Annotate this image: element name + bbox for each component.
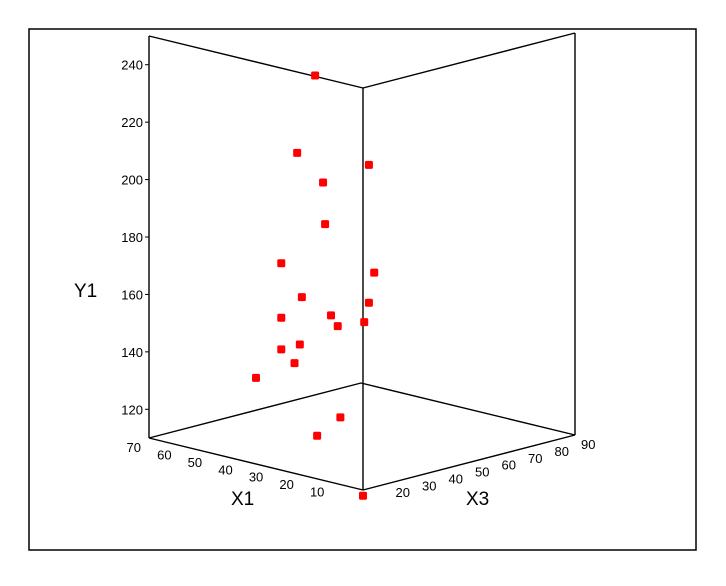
outer-border xyxy=(28,28,697,551)
data-point xyxy=(319,178,328,187)
data-point xyxy=(277,313,286,322)
data-points xyxy=(252,71,379,500)
data-point xyxy=(313,431,322,440)
data-point xyxy=(293,148,302,157)
data-point xyxy=(370,268,379,277)
data-point xyxy=(297,293,306,302)
z-tick-label: 80 xyxy=(555,444,569,459)
edge-top-right xyxy=(362,32,576,89)
data-point xyxy=(295,340,304,349)
z-tick-label: 70 xyxy=(528,451,542,466)
z-tick-label: 40 xyxy=(449,471,463,486)
edge-bottom-left xyxy=(148,382,362,439)
edge-top-left xyxy=(148,35,364,89)
x-tick-label: 10 xyxy=(310,485,324,500)
x-tick-label: 30 xyxy=(249,470,263,485)
x-tick-label: 50 xyxy=(188,455,202,470)
data-point xyxy=(277,259,286,268)
edge-origin-x3 xyxy=(362,434,576,491)
x-tick-label: 40 xyxy=(218,462,232,477)
z-tick-label: 50 xyxy=(475,465,489,480)
y-tick-label: 180 xyxy=(121,230,143,245)
tick-labels: 120 140 160 180 200 220 240 10 20 30 40 50 60 70 20 30 4… xyxy=(121,58,595,500)
x-tick-label: 60 xyxy=(157,447,171,462)
data-point xyxy=(336,413,345,422)
data-point xyxy=(364,298,373,307)
y-tick-label: 200 xyxy=(121,173,143,188)
y-axis-title: Y1 xyxy=(74,281,97,302)
y-tick-label: 160 xyxy=(121,287,143,302)
x-tick-label: 20 xyxy=(279,477,293,492)
z-tick-label: 90 xyxy=(581,437,595,452)
z-tick-label: 30 xyxy=(422,478,436,493)
data-point xyxy=(360,318,369,327)
data-point xyxy=(359,491,367,500)
data-point xyxy=(290,359,299,368)
z-tick-label: 60 xyxy=(502,458,516,473)
axis-titles: Y1 X1 X3 xyxy=(74,281,489,510)
data-point xyxy=(333,322,342,331)
y-tick-label: 240 xyxy=(121,58,143,73)
x-axis-title: X1 xyxy=(231,489,254,510)
data-point xyxy=(277,345,286,354)
data-point xyxy=(364,160,373,169)
z-tick-label: 20 xyxy=(396,485,410,500)
box-frame xyxy=(148,32,576,491)
y-tick-label: 120 xyxy=(121,402,143,417)
edge-bottom-right xyxy=(360,382,576,436)
data-point xyxy=(252,373,260,382)
x-tick-label: 70 xyxy=(127,440,141,455)
edge-origin-x1 xyxy=(148,437,364,491)
data-point xyxy=(327,311,336,320)
z-axis-title: X3 xyxy=(466,489,489,510)
data-point xyxy=(311,71,320,80)
y-tick-label: 220 xyxy=(121,115,143,130)
y-tick-label: 140 xyxy=(121,345,143,360)
data-point xyxy=(321,220,330,229)
